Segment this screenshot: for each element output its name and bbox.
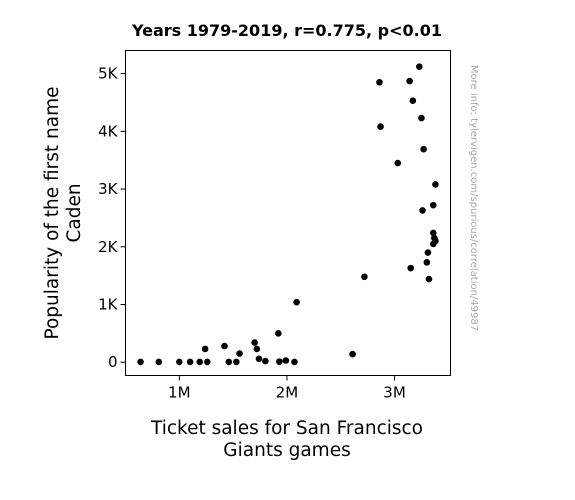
data-point: [419, 207, 426, 214]
data-point: [407, 264, 414, 272]
data-point: [176, 358, 183, 366]
data-point: [275, 330, 282, 337]
x-axis-label-line-2: Giants games: [223, 440, 350, 461]
data-point: [415, 63, 423, 70]
chart-title: Years 1979-2019, r=0.775, p<0.01: [131, 21, 442, 40]
data-point: [291, 358, 298, 366]
y-axis-label-line-1-group: Popularity of the first name: [42, 86, 63, 339]
data-point: [409, 97, 417, 105]
y-tick-label: 0: [108, 353, 118, 371]
data-point: [418, 114, 425, 122]
data-point: [361, 273, 368, 281]
data-point: [203, 358, 211, 366]
x-tick-label: 2M: [276, 384, 299, 402]
data-point: [155, 358, 163, 366]
data-point: [262, 357, 269, 365]
y-axis-label-line-2-group: Caden: [64, 183, 85, 242]
data-point: [221, 342, 228, 350]
data-point: [424, 249, 432, 256]
y-tick-label: 5K: [98, 65, 119, 83]
data-point: [423, 259, 431, 266]
data-point: [225, 358, 233, 366]
y-tick-label: 4K: [98, 122, 119, 140]
data-point: [376, 78, 383, 86]
watermark-text: More info: tylervigen.com/spurious/corre…: [468, 65, 479, 331]
data-point: [233, 358, 240, 366]
x-axis: 1M 2M 3M: [168, 375, 406, 402]
data-point: [406, 77, 413, 85]
data-point: [432, 181, 439, 188]
data-point: [425, 275, 433, 283]
data-point: [137, 358, 144, 366]
data-point: [282, 357, 290, 364]
data-point: [255, 355, 263, 363]
data-point: [276, 358, 283, 365]
data-point: [420, 145, 427, 153]
data-point: [394, 159, 402, 167]
data-point: [429, 229, 437, 237]
y-tick-label: 1K: [98, 295, 119, 313]
watermark-group: More info: tylervigen.com/spurious/corre…: [468, 65, 479, 331]
x-tick-label: 3M: [383, 384, 406, 402]
x-tick-label: 1M: [168, 384, 191, 402]
data-point: [349, 350, 356, 358]
y-axis-label-line-2: Caden: [64, 183, 85, 242]
y-tick-label: 3K: [98, 180, 119, 198]
y-axis: 0 1K 2K 3K 4K 5K: [98, 65, 126, 371]
data-points: [137, 63, 439, 366]
data-point: [293, 298, 300, 306]
data-point: [201, 345, 209, 353]
x-axis-label-line-1: Ticket sales for San Francisco: [150, 418, 423, 439]
y-tick-label: 2K: [98, 238, 119, 256]
data-point: [236, 350, 243, 357]
data-point: [429, 201, 437, 209]
plot-area-frame: [125, 50, 451, 376]
data-point: [196, 358, 204, 366]
y-axis-label-line-1: Popularity of the first name: [42, 86, 63, 339]
data-point: [253, 345, 261, 353]
data-point: [377, 123, 384, 130]
data-point: [186, 358, 194, 366]
data-point: [432, 237, 439, 245]
data-point: [251, 339, 258, 346]
